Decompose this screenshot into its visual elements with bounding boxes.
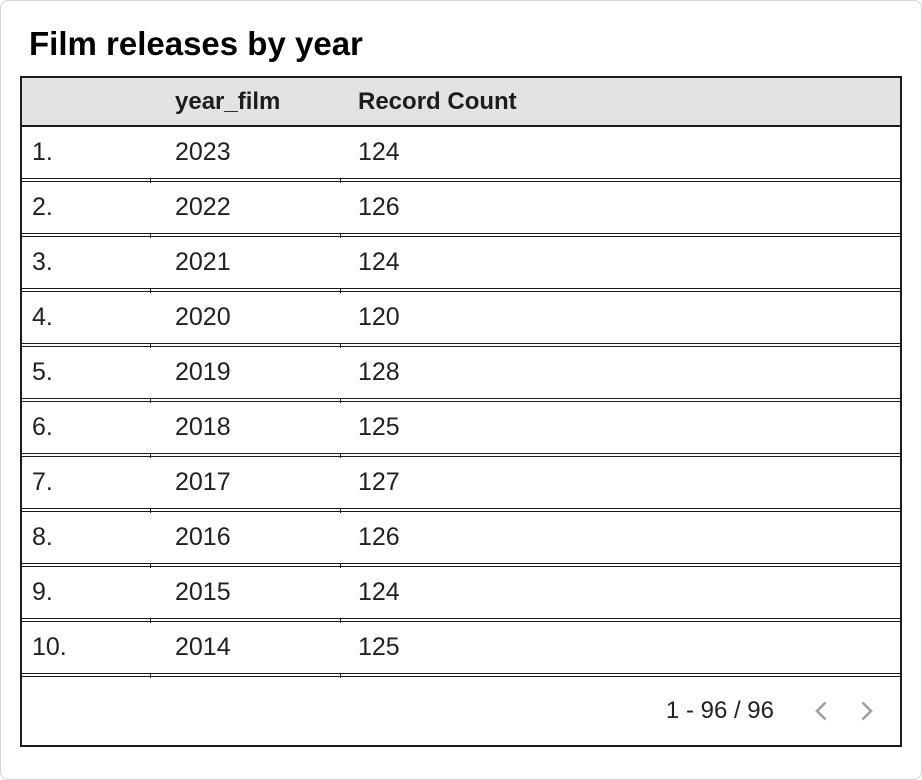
- year-film-cell: 2015: [175, 578, 231, 606]
- chevron-right-icon: [853, 698, 879, 724]
- table-row: 7. 2017 127: [22, 453, 900, 509]
- record-count-cell: 124: [358, 248, 400, 276]
- year-film-cell: 2022: [175, 193, 231, 221]
- table-header-row: year_film Record Count: [22, 78, 900, 127]
- table-body: 1. 2023 124 2. 2022 126 3. 2021 124 4. 2…: [22, 127, 900, 674]
- table-row: 2. 2022 126: [22, 178, 900, 234]
- row-index-cell: 9.: [32, 578, 53, 606]
- chevron-left-icon: [809, 698, 835, 724]
- year-film-cell: 2021: [175, 248, 231, 276]
- table-footer: 1 - 96 / 96: [22, 673, 900, 745]
- pagination-next-button[interactable]: [844, 689, 888, 733]
- year-film-cell: 2017: [175, 468, 231, 496]
- record-count-cell: 126: [358, 523, 400, 551]
- table-row: 3. 2021 124: [22, 233, 900, 289]
- row-index-cell: 10.: [32, 633, 67, 661]
- record-count-cell: 125: [358, 633, 400, 661]
- table-row: 4. 2020 120: [22, 288, 900, 344]
- row-index-cell: 3.: [32, 248, 53, 276]
- year-film-cell: 2016: [175, 523, 231, 551]
- pagination-range: 1 - 96 / 96: [665, 697, 774, 724]
- row-index-cell: 4.: [32, 303, 53, 331]
- year-film-cell: 2018: [175, 413, 231, 441]
- row-index-cell: 2.: [32, 193, 53, 221]
- header-cell-year-film[interactable]: year_film: [175, 87, 281, 115]
- table-row: 10. 2014 125: [22, 618, 900, 674]
- row-index-cell: 1.: [32, 138, 53, 166]
- record-count-cell: 125: [358, 413, 400, 441]
- row-index-cell: 5.: [32, 358, 53, 386]
- table-row: 9. 2015 124: [22, 563, 900, 619]
- year-film-cell: 2019: [175, 358, 231, 386]
- table-row: 8. 2016 126: [22, 508, 900, 564]
- header-cell-record-count[interactable]: Record Count: [358, 87, 517, 115]
- record-count-cell: 126: [358, 193, 400, 221]
- table-row: 5. 2019 128: [22, 343, 900, 399]
- year-film-cell: 2014: [175, 633, 231, 661]
- record-count-cell: 124: [358, 578, 400, 606]
- year-film-cell: 2020: [175, 303, 231, 331]
- table-row: 1. 2023 124: [22, 127, 900, 179]
- record-count-cell: 124: [358, 138, 400, 166]
- record-count-cell: 128: [358, 358, 400, 386]
- record-count-cell: 120: [358, 303, 400, 331]
- chart-title: Film releases by year: [29, 25, 363, 62]
- year-film-cell: 2023: [175, 138, 231, 166]
- pagination-prev-button[interactable]: [800, 689, 844, 733]
- row-index-cell: 6.: [32, 413, 53, 441]
- data-table: year_film Record Count 1. 2023 124 2. 20…: [20, 76, 902, 747]
- table-row: 6. 2018 125: [22, 398, 900, 454]
- record-count-cell: 127: [358, 468, 400, 496]
- row-index-cell: 8.: [32, 523, 53, 551]
- row-index-cell: 7.: [32, 468, 53, 496]
